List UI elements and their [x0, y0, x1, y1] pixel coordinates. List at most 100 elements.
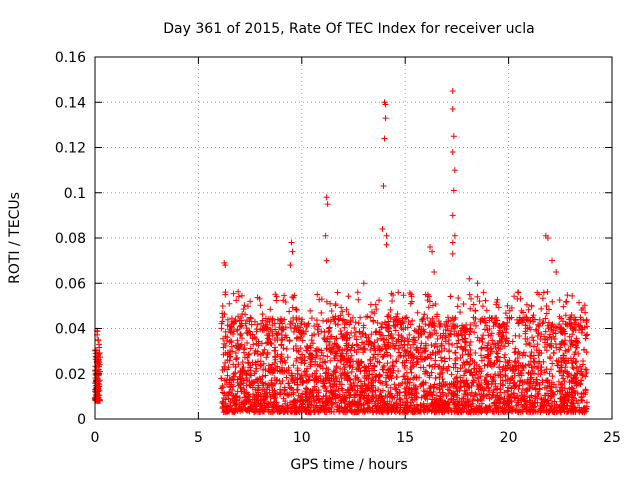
data-point [558, 359, 565, 366]
data-point [345, 341, 352, 348]
data-point [303, 385, 310, 392]
data-point [314, 321, 321, 328]
data-point [524, 317, 531, 324]
data-point [225, 364, 232, 371]
data-point [484, 380, 491, 387]
data-point [579, 409, 586, 416]
data-point [300, 328, 307, 335]
data-point [421, 370, 428, 377]
data-point [574, 370, 581, 377]
data-point [257, 362, 264, 369]
data-point [519, 363, 526, 370]
data-point [284, 354, 291, 361]
data-point [480, 387, 487, 394]
data-point [393, 374, 400, 381]
data-point [504, 376, 511, 383]
data-point [220, 400, 227, 407]
data-point [410, 336, 417, 343]
data-point [529, 334, 536, 341]
data-point-peak [383, 241, 390, 248]
data-point [245, 359, 252, 366]
data-point [542, 328, 549, 335]
data-point [226, 402, 233, 409]
data-point [388, 404, 395, 411]
data-point [504, 314, 511, 321]
data-point [365, 385, 372, 392]
data-point [531, 316, 538, 323]
data-point [576, 299, 583, 306]
data-point [315, 395, 322, 402]
data-point [347, 347, 354, 354]
data-point [371, 351, 378, 358]
data-point [427, 384, 434, 391]
data-point [502, 351, 509, 358]
data-point [490, 341, 497, 348]
data-point [361, 364, 368, 371]
data-point [496, 322, 503, 329]
data-point [511, 293, 518, 300]
data-point [542, 339, 549, 346]
data-point [475, 386, 482, 393]
data-point [263, 403, 270, 410]
data-point [264, 325, 271, 332]
data-point [379, 320, 386, 327]
data-point [557, 395, 564, 402]
data-point [488, 330, 495, 337]
data-point [326, 342, 333, 349]
data-point [503, 326, 510, 333]
data-point [328, 396, 335, 403]
data-point [533, 326, 540, 333]
data-point [569, 405, 576, 412]
data-point [491, 360, 498, 367]
data-point [357, 396, 364, 403]
data-point [288, 391, 295, 398]
data-point [346, 386, 353, 393]
data-point [348, 383, 355, 390]
data-point [257, 400, 264, 407]
data-point [365, 335, 372, 342]
data-point [239, 310, 246, 317]
data-point [337, 372, 344, 379]
data-point [290, 362, 297, 369]
data-point [378, 324, 385, 331]
data-point [332, 350, 339, 357]
data-point [570, 387, 577, 394]
data-point [556, 296, 563, 303]
data-point [334, 347, 341, 354]
data-point [224, 322, 231, 329]
data-point [271, 367, 278, 374]
data-point [573, 382, 580, 389]
data-point [360, 387, 367, 394]
data-point [357, 378, 364, 385]
data-point [535, 321, 542, 328]
data-point [224, 334, 231, 341]
data-point [573, 358, 580, 365]
data-point [278, 337, 285, 344]
data-point [483, 307, 490, 314]
data-point [569, 400, 576, 407]
data-point [264, 319, 271, 326]
data-point [387, 344, 394, 351]
data-point [558, 382, 565, 389]
data-point [502, 365, 509, 372]
data-point [493, 314, 500, 321]
data-point [497, 346, 504, 353]
data-point [422, 342, 429, 349]
data-point [439, 375, 446, 382]
data-point [459, 361, 466, 368]
data-point [437, 320, 444, 327]
data-point [410, 363, 417, 370]
data-point [492, 394, 499, 401]
data-point [226, 300, 233, 307]
data-point [404, 403, 411, 410]
data-point [376, 372, 383, 379]
data-point [449, 391, 456, 398]
data-point [329, 349, 336, 356]
data-point [455, 401, 462, 408]
data-point [556, 368, 563, 375]
data-point [583, 399, 590, 406]
data-point [267, 306, 274, 313]
data-point [455, 294, 462, 301]
data-point [457, 309, 464, 316]
data-point [466, 291, 473, 298]
